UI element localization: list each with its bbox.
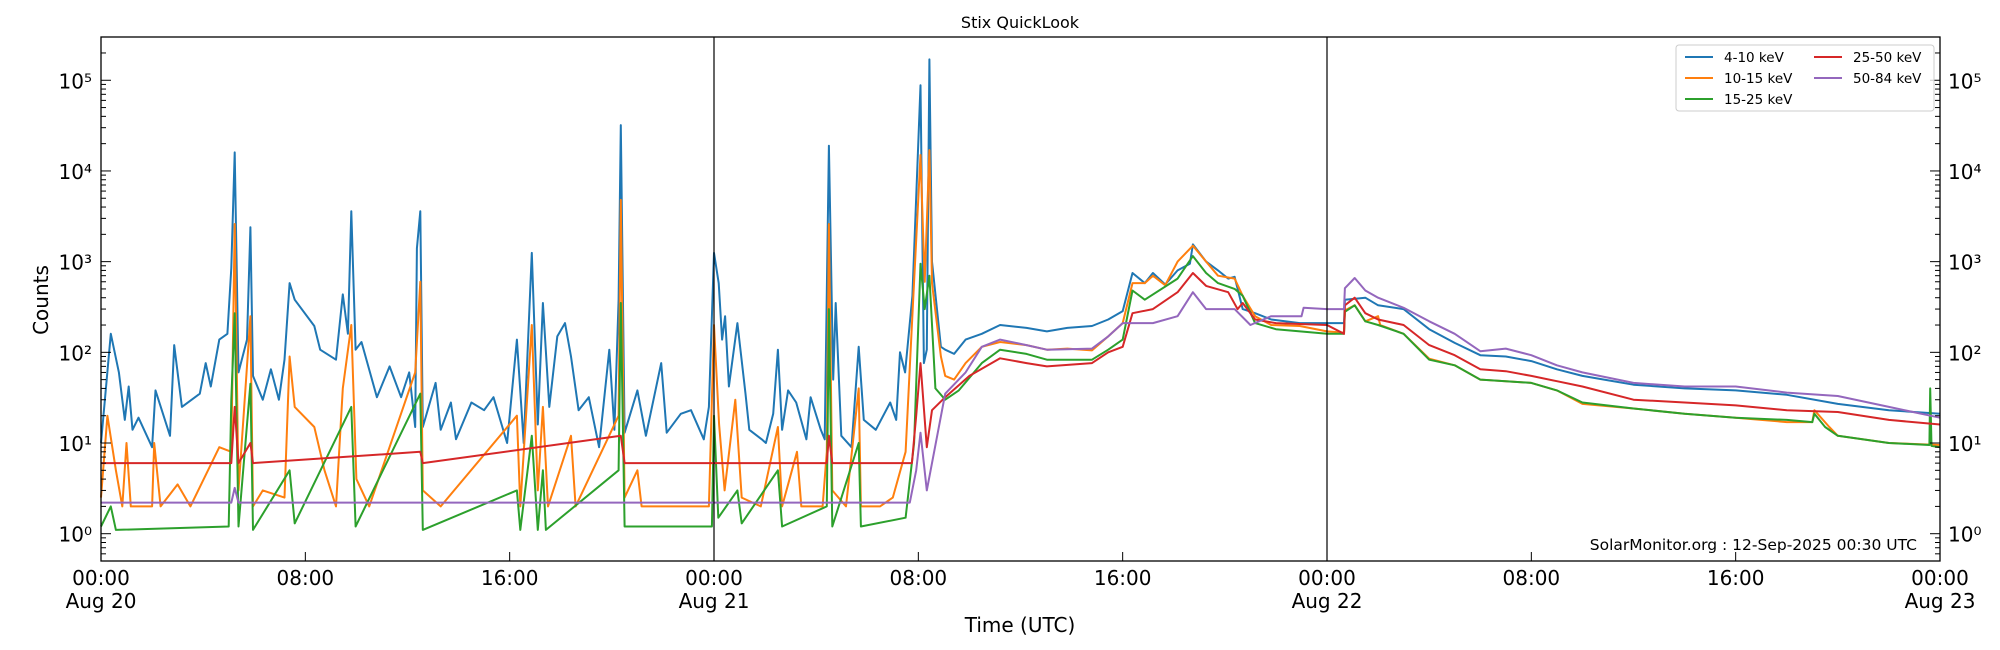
legend: 4-10 keV 10-15 keV 15-25 keV 25-50 keV 50-84… — [1675, 44, 1935, 112]
y-tick-label-right: 10³ — [1948, 251, 1981, 275]
y-tick-label-right: 10⁵ — [1948, 69, 1981, 93]
x-tick-label: 08:00 — [1503, 566, 1561, 590]
y-axis-label: Counts — [29, 265, 53, 335]
day-separator-lines — [713, 37, 1328, 561]
legend-entry-label: 10-15 keV — [1724, 71, 1793, 87]
y-tick-label-right: 10⁰ — [1948, 523, 1981, 547]
series-line-15-25-kev — [100, 255, 1941, 531]
legend-entry-label: 15-25 keV — [1724, 92, 1793, 108]
x-axis-label: Time (UTC) — [964, 613, 1076, 637]
chart-title: Stix QuickLook — [961, 13, 1080, 32]
x-tick-label: 00:00 — [72, 566, 130, 590]
x-tick-date-label: Aug 22 — [1292, 589, 1363, 613]
series-line-10-15-kev — [100, 149, 1941, 508]
y-tick-label: 10² — [59, 341, 92, 365]
x-tick-label: 00:00 — [1298, 566, 1356, 590]
y-tick-label: 10⁵ — [59, 69, 92, 93]
x-tick-date-label: Aug 21 — [679, 589, 750, 613]
series-layer — [100, 58, 1941, 531]
legend-box — [1675, 44, 1935, 112]
x-tick-label: 16:00 — [1707, 566, 1765, 590]
y-tick-label-right: 10² — [1948, 341, 1981, 365]
plot-frame — [100, 36, 1941, 562]
series-line-50-84-kev — [101, 277, 1941, 504]
x-tick-date-label: Aug 23 — [1905, 589, 1976, 613]
y-tick-label: 10⁴ — [59, 160, 92, 184]
source-annotation: SolarMonitor.org : 12-Sep-2025 00:30 UTC — [1590, 536, 1917, 554]
legend-entry-label: 4-10 keV — [1724, 50, 1785, 66]
y-tick-label: 10⁰ — [59, 523, 92, 547]
y-tick-label: 10¹ — [59, 432, 92, 456]
x-tick-label: 00:00 — [685, 566, 743, 590]
x-tick-label: 16:00 — [1094, 566, 1152, 590]
y-tick-label-right: 10¹ — [1948, 432, 1981, 456]
x-tick-label: 08:00 — [890, 566, 948, 590]
x-tick-label: 08:00 — [277, 566, 335, 590]
legend-entry-label: 50-84 keV — [1853, 71, 1922, 87]
x-tick-label: 16:00 — [481, 566, 539, 590]
series-line-25-50-kev — [101, 272, 1941, 465]
legend-entry-label: 25-50 keV — [1853, 50, 1922, 66]
y-tick-label-right: 10⁴ — [1948, 160, 1981, 184]
series-line-4-10-kev — [100, 58, 1941, 449]
y-tick-label: 10³ — [59, 251, 92, 275]
x-tick-label: 00:00 — [1911, 566, 1969, 590]
x-tick-date-label: Aug 20 — [66, 589, 137, 613]
